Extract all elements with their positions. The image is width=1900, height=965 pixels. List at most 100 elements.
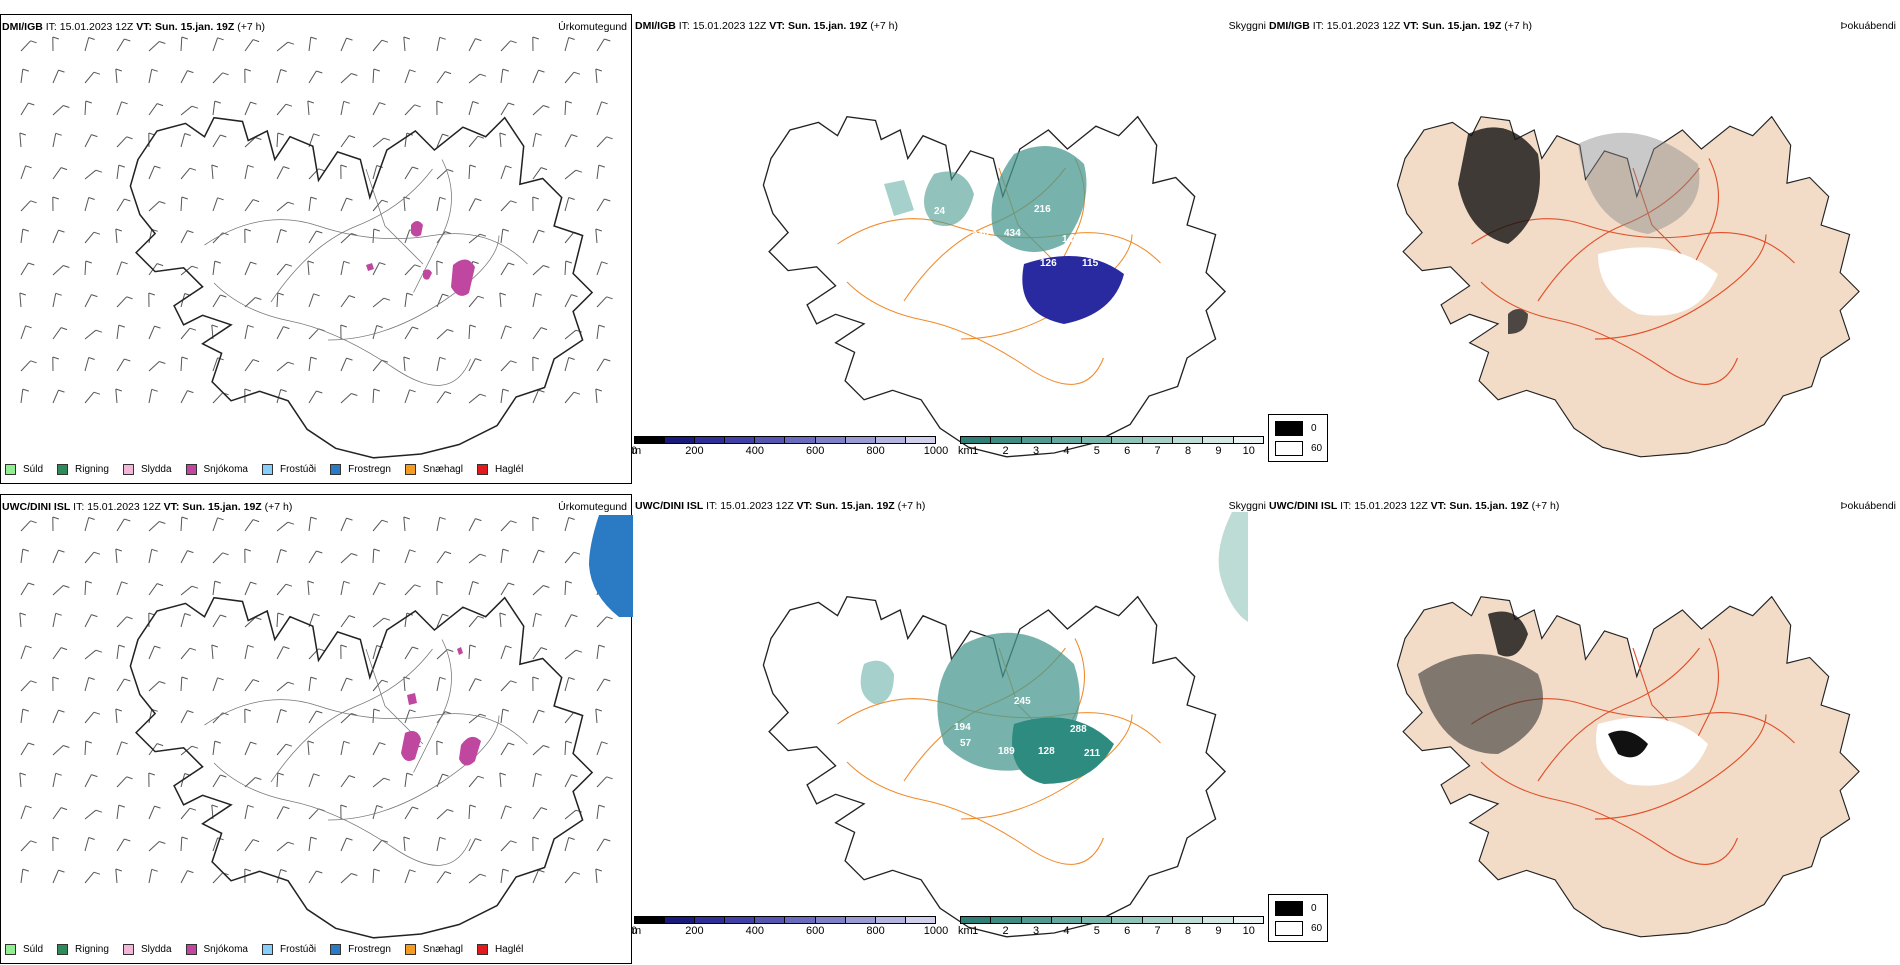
colorbar-tick: 400: [746, 925, 764, 937]
colorbar-bin: [1143, 917, 1173, 923]
colorbar-tick: 600: [806, 445, 824, 457]
precip-type-panel-2: UWC/DINI ISL IT: 15.01.2023 12Z VT: Sun.…: [0, 494, 632, 964]
panel-title: UWC/DINI ISL IT: 15.01.2023 12Z VT: Sun.…: [1269, 500, 1559, 512]
visibility-value-label: 149: [1062, 234, 1079, 245]
visibility-value-label: 288: [1070, 724, 1087, 735]
colorbar-bin: [1173, 917, 1203, 923]
legend-label: Rigning: [75, 464, 109, 475]
legend-label: Haglél: [495, 464, 523, 475]
panel-title: UWC/DINI ISL IT: 15.01.2023 12Z VT: Sun.…: [635, 500, 925, 512]
colorbar-bin: [755, 917, 785, 923]
panel-title: DMI/IGB IT: 15.01.2023 12Z VT: Sun. 15.j…: [635, 20, 898, 32]
colorbar-bin: [876, 437, 906, 443]
colorbar-tick: 5: [1094, 445, 1100, 457]
colorbar-unit: km: [958, 925, 973, 937]
colorbar-bin: [665, 917, 695, 923]
legend-item: Snæhagl: [405, 944, 463, 955]
legend-swatch: [477, 944, 488, 955]
fog-legend-label: 60: [1311, 923, 1322, 934]
legend-swatch: [123, 944, 134, 955]
colorbar-bin: [906, 917, 935, 923]
legend-label: Frostregn: [348, 944, 391, 955]
legend-item: Súld: [5, 944, 43, 955]
colorbar-bin: [816, 437, 846, 443]
colorbar-bin: [635, 917, 665, 923]
legend-swatch: [330, 944, 341, 955]
visibility-value-label: 194: [954, 722, 971, 733]
legend-item: Haglél: [477, 944, 523, 955]
legend-item: Frostregn: [330, 464, 391, 475]
colorbar-bin: [1203, 917, 1233, 923]
visibility-value-label: 216: [1034, 204, 1051, 215]
visibility-value-label: 203: [994, 258, 1011, 269]
legend-item: Rigning: [57, 944, 109, 955]
legend-swatch: [5, 464, 16, 475]
legend-swatch: [57, 464, 68, 475]
fog-legend-swatch: [1275, 901, 1303, 916]
colorbar-bin: [695, 437, 725, 443]
colorbar-bin: [961, 917, 991, 923]
colorbar-unit: m: [632, 445, 641, 457]
colorbar-bin: [816, 917, 846, 923]
legend-label: Slydda: [141, 464, 172, 475]
colorbar-tick: 2: [1003, 925, 1009, 937]
snow-patches-1: [366, 221, 475, 296]
fog-legend-swatch: [1275, 441, 1303, 456]
legend-label: Frostúði: [280, 464, 316, 475]
legend-label: Snjókoma: [204, 944, 248, 955]
colorbar-bin: [1234, 917, 1263, 923]
colorbar-bin: [665, 437, 695, 443]
colorbar-strip: [960, 916, 1264, 924]
colorbar-bin: [1203, 437, 1233, 443]
legend-swatch: [330, 464, 341, 475]
colorbar-tick: 200: [685, 925, 703, 937]
colorbar-bin: [846, 917, 876, 923]
colorbar-tick: 200: [685, 445, 703, 457]
colorbar-bin: [1022, 917, 1052, 923]
product-label: Skyggni: [1229, 20, 1266, 32]
legend-label: Rigning: [75, 944, 109, 955]
colorbar-bin: [725, 437, 755, 443]
fog-legend-label: 0: [1311, 903, 1317, 914]
colorbar-tick: 1: [972, 925, 978, 937]
legend-item: Slydda: [123, 944, 172, 955]
colorbar-tick: 6: [1124, 925, 1130, 937]
colorbar-tick: 6: [1124, 445, 1130, 457]
legend-swatch: [405, 944, 416, 955]
legend-item: Snjókoma: [186, 464, 248, 475]
colorbar-bin: [755, 437, 785, 443]
legend-item: Rigning: [57, 464, 109, 475]
colorbar-tick: 10: [1243, 925, 1255, 937]
legend-item: Frostúði: [262, 944, 316, 955]
colorbar-tick: 8: [1185, 445, 1191, 457]
legend-label: Súld: [23, 464, 43, 475]
colorbar-tick: 800: [866, 445, 884, 457]
colorbar-tick: 9: [1215, 445, 1221, 457]
colorbar-bin: [991, 437, 1021, 443]
colorbar-tick: 600: [806, 925, 824, 937]
colorbar-bin: [695, 917, 725, 923]
colorbar-bin: [1052, 917, 1082, 923]
product-label: Skyggni: [1229, 500, 1266, 512]
colorbar-bin: [1082, 437, 1112, 443]
visibility-value-label: 245: [1014, 696, 1031, 707]
visibility-value-label: 24: [934, 206, 946, 217]
visibility-value-label: 57: [960, 738, 972, 749]
fog-legend-item: 60: [1275, 921, 1322, 936]
legend-swatch: [186, 464, 197, 475]
colorbar-bin: [1143, 437, 1173, 443]
colorbar-bin: [1173, 437, 1203, 443]
colorbar-unit: km: [958, 445, 973, 457]
fog-legend-item: 0: [1275, 901, 1317, 916]
panel-title: DMI/IGB IT: 15.01.2023 12Z VT: Sun. 15.j…: [1269, 20, 1532, 32]
legend-item: Slydda: [123, 464, 172, 475]
fog-legend-swatch: [1275, 921, 1303, 936]
snow-patches-2: [401, 647, 481, 766]
visibility-value-label: 240: [972, 230, 989, 241]
colorbar-bin: [1234, 437, 1263, 443]
colorbar-bin: [876, 917, 906, 923]
colorbar-bin: [1112, 437, 1142, 443]
